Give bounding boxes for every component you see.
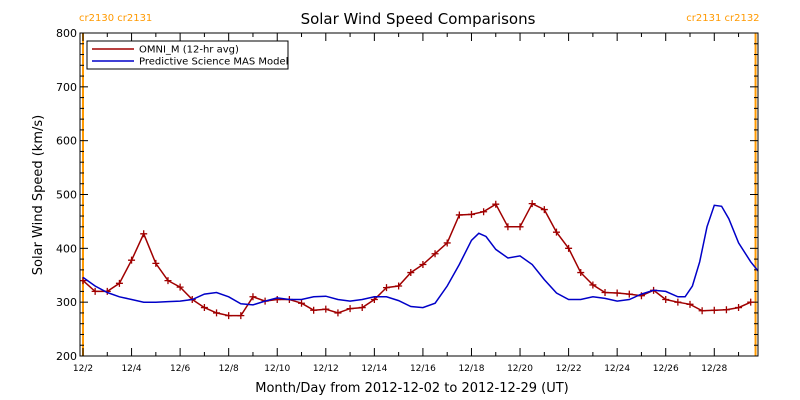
y-tick-label-0: 200 — [56, 350, 77, 363]
x-tick-label-7: 12/16 — [410, 364, 436, 374]
data-point — [164, 277, 172, 285]
x-tick-label-13: 12/28 — [701, 364, 727, 374]
data-point — [176, 283, 184, 291]
data-point — [480, 208, 488, 216]
x-tick-label-0: 12/2 — [73, 364, 93, 374]
data-point — [613, 289, 621, 297]
data-point — [625, 290, 633, 298]
data-point — [662, 295, 670, 303]
x-tick-label-8: 12/18 — [459, 364, 485, 374]
data-point — [516, 223, 524, 231]
series-line-0 — [82, 202, 752, 317]
data-point — [152, 259, 160, 267]
data-point — [722, 306, 730, 314]
x-tick-label-3: 12/8 — [219, 364, 239, 374]
y-tick-label-5: 700 — [56, 81, 77, 94]
data-point — [322, 305, 330, 313]
data-point — [358, 304, 366, 312]
data-point — [674, 298, 682, 306]
y-tick-label-3: 500 — [56, 189, 77, 202]
data-point — [91, 287, 99, 295]
data-point — [249, 293, 257, 301]
x-tick-label-9: 12/20 — [507, 364, 533, 374]
data-point — [298, 299, 306, 307]
data-point — [504, 223, 512, 231]
series-line-1 — [82, 204, 759, 309]
data-point — [407, 269, 415, 277]
data-point — [334, 309, 342, 317]
x-tick-label-1: 12/4 — [121, 364, 141, 374]
data-point — [589, 281, 597, 289]
data-point — [710, 306, 718, 314]
data-point — [273, 295, 281, 303]
legend-label-omni: OMNI_M (12-hr avg) — [139, 45, 239, 56]
chart-title: Solar Wind Speed Comparisons — [301, 10, 536, 28]
x-tick-label-10: 12/22 — [556, 364, 582, 374]
data-point — [528, 200, 536, 208]
x-tick-label-4: 12/10 — [264, 364, 290, 374]
carrington-label-1: cr2131 cr2132 — [686, 13, 759, 24]
data-point — [395, 282, 403, 290]
data-point — [565, 244, 573, 252]
x-tick-label-12: 12/26 — [653, 364, 679, 374]
legend-label-mas: Predictive Science MAS Model — [139, 57, 288, 68]
data-point — [540, 206, 548, 214]
data-point — [492, 200, 500, 208]
x-tick-label-11: 12/24 — [604, 364, 630, 374]
plot-frame — [79, 32, 759, 357]
y-tick-label-2: 400 — [56, 242, 77, 255]
y-tick-label-4: 600 — [56, 135, 77, 148]
data-point — [552, 228, 560, 236]
x-tick-label-2: 12/6 — [170, 364, 190, 374]
data-point — [577, 269, 585, 277]
data-point — [128, 256, 136, 264]
x-tick-label-6: 12/14 — [361, 364, 387, 374]
y-tick-label-1: 300 — [56, 296, 77, 309]
data-point — [601, 288, 609, 296]
data-point — [115, 279, 123, 287]
data-point — [431, 250, 439, 258]
x-axis-label: Month/Day from 2012-12-02 to 2012-12-29 … — [255, 381, 568, 396]
carrington-label-0: cr2130 cr2131 — [79, 13, 152, 24]
data-point — [735, 304, 743, 312]
data-point — [467, 210, 475, 218]
data-point — [237, 312, 245, 320]
data-point — [747, 298, 755, 306]
data-point — [686, 300, 694, 308]
data-point — [200, 304, 208, 312]
data-point — [346, 305, 354, 313]
data-point — [213, 309, 221, 317]
data-point — [443, 239, 451, 247]
y-axis-label: Solar Wind Speed (km/s) — [31, 115, 46, 275]
data-point — [383, 284, 390, 292]
plot-area: cr2130 cr2131 cr2131 cr2132 200 300 400 500 60… — [56, 13, 760, 374]
x-tick-label-5: 12/12 — [313, 364, 339, 374]
legend: OMNI_M (12-hr avg) Predictive Science MA… — [86, 40, 289, 70]
legend-box — [86, 40, 289, 70]
data-point — [140, 230, 148, 238]
y-tick-label-6: 800 — [56, 27, 77, 40]
data-point — [455, 211, 463, 219]
data-point — [698, 307, 706, 315]
data-point — [225, 312, 233, 320]
data-point — [419, 260, 427, 268]
data-point — [310, 306, 318, 314]
